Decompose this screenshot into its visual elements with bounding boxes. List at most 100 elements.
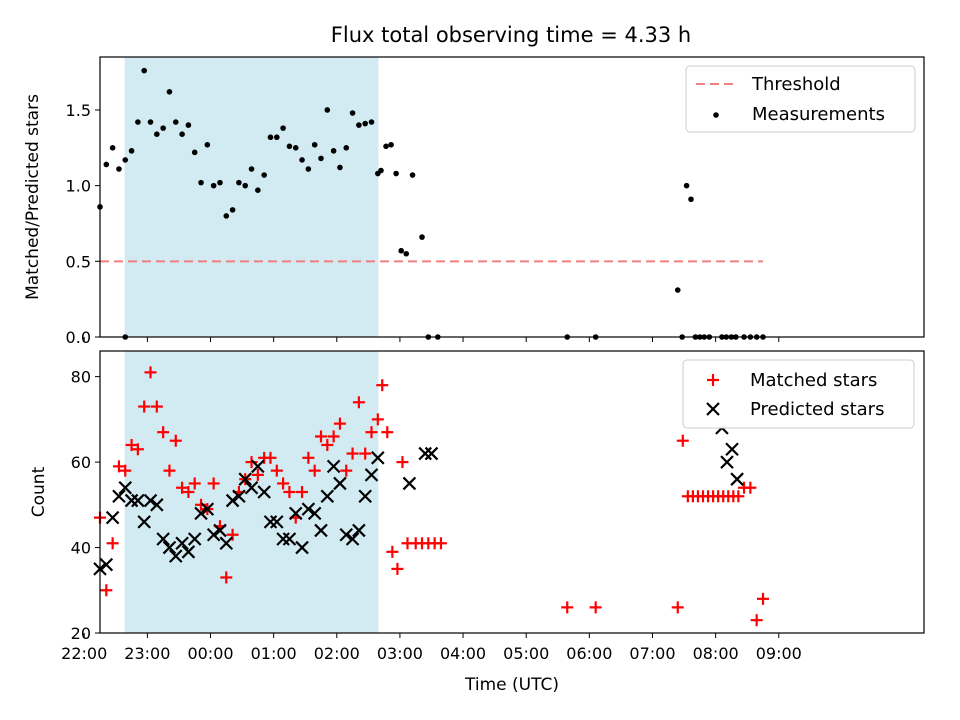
matched-star-marker <box>144 366 157 379</box>
predicted-star-marker <box>339 527 354 542</box>
matched-star-marker <box>744 481 757 494</box>
matched-star-marker <box>302 451 315 464</box>
matched-star-marker <box>264 451 277 464</box>
predicted-star-marker <box>320 489 335 504</box>
legend-predicted-label: Predicted stars <box>750 399 884 420</box>
chart-title: Flux total observing time = 4.33 h <box>331 23 691 47</box>
predicted-star-marker <box>276 532 290 546</box>
predicted-star-marker <box>219 536 234 551</box>
matched-star-marker <box>750 614 763 627</box>
x-tick-label: 08:00 <box>693 644 739 663</box>
x-tick-label: 23:00 <box>124 644 170 663</box>
predicted-star-marker <box>232 489 246 504</box>
measurement-point <box>116 166 122 172</box>
bottom-x-ticks: 22:00 23:00 00:00 01:00 02:00 03:00 04:00 05:00… <box>61 633 802 663</box>
measurement-point <box>299 157 305 163</box>
matched-star-marker <box>376 379 389 392</box>
bottom-axes-frame <box>99 350 925 634</box>
measurement-point <box>409 172 416 178</box>
matched-star-marker <box>283 486 296 498</box>
matched-star-marker <box>296 486 309 498</box>
matched-star-marker <box>112 460 125 473</box>
measurement-point <box>305 166 312 172</box>
measurement-point <box>362 120 368 127</box>
measurement-point <box>198 179 204 186</box>
top-y-axis-label: Matched/Predicted stars <box>23 94 43 300</box>
matched-star-marker <box>195 498 208 511</box>
predicted-star-marker <box>124 493 139 508</box>
matched-star-marker <box>676 434 689 447</box>
x-tick-label: 00:00 <box>187 644 233 663</box>
predicted-star-marker <box>200 502 215 516</box>
bottom-y-axis-label: Count <box>29 466 49 517</box>
matched-star-marker <box>277 477 290 490</box>
predicted-star-marker <box>352 523 366 538</box>
measurement-point <box>267 134 274 141</box>
bottom-legend: Matched stars Predicted stars <box>682 359 915 429</box>
matched-star-marker <box>371 413 384 426</box>
predicted-star-marker <box>238 472 253 486</box>
matched-star-marker <box>396 456 409 469</box>
matched-star-marker <box>359 447 372 460</box>
matched-star-marker <box>182 486 195 498</box>
predicted-star-marker <box>143 493 158 508</box>
x-tick-label: 01:00 <box>251 644 297 663</box>
predicted-star-marker <box>730 472 744 486</box>
predicted-star-marker <box>137 515 151 529</box>
x-tick-label: 02:00 <box>314 644 360 663</box>
predicted-star-marker <box>206 527 221 542</box>
matched-star-marker <box>561 601 574 614</box>
legend-threshold-label: Threshold <box>751 74 841 95</box>
matched-star-marker <box>100 584 113 597</box>
predicted-star-marker <box>194 506 208 521</box>
measurement-point <box>349 110 356 116</box>
x-tick-label: 07:00 <box>629 644 675 663</box>
measurement-point <box>383 143 389 150</box>
legend-matched-swatch <box>707 374 719 386</box>
measurement-point <box>286 143 293 150</box>
measurement-point <box>337 164 343 171</box>
measurement-point <box>311 141 318 148</box>
matched-star-marker <box>163 464 176 477</box>
measurement-point <box>688 196 694 203</box>
x-tick-label: 05:00 <box>503 644 549 663</box>
matched-star-marker <box>106 537 119 550</box>
predicted-star-marker <box>244 480 259 495</box>
top-legend-box <box>685 65 916 133</box>
measurement-point <box>273 134 280 141</box>
matched-star-marker <box>732 490 745 503</box>
predicted-star-marker <box>288 506 303 521</box>
matched-star-marker <box>434 537 447 550</box>
x-tick-label: 03:00 <box>377 644 423 663</box>
measurement-point <box>122 157 129 163</box>
predicted-star-marker <box>418 446 432 461</box>
matched-star-marker <box>270 464 283 477</box>
predicted-star-marker <box>131 493 145 508</box>
top-y-ticks: 0.0 0.5 1.0 1.5 <box>66 101 100 347</box>
matched-star-marker <box>131 443 144 456</box>
measurement-point <box>210 182 217 189</box>
matched-star-marker <box>756 592 769 605</box>
measurement-point <box>343 145 350 151</box>
measurement-point <box>109 145 116 151</box>
measurement-point <box>318 155 324 162</box>
x-axis-label: Time (UTC) <box>464 675 559 695</box>
matched-star-marker <box>352 396 365 409</box>
predicted-star-marker <box>187 532 202 546</box>
measurement-point <box>280 125 286 131</box>
predicted-star-marker <box>156 532 170 546</box>
predicted-star-marker <box>213 523 227 538</box>
x-tick-label: 22:00 <box>61 644 107 663</box>
measurement-point <box>674 287 681 293</box>
matched-star-marker <box>176 481 189 494</box>
predicted-star-marker <box>257 485 271 499</box>
predicted-star-marker <box>364 468 379 482</box>
measurement-point <box>135 119 141 125</box>
measurement-point <box>368 119 375 125</box>
measurement-point <box>356 122 362 128</box>
measurement-point <box>248 166 255 172</box>
measurement-point <box>229 207 236 213</box>
measurement-point <box>191 149 198 156</box>
matched-star-marker <box>589 601 602 614</box>
matched-star-marker <box>321 439 334 451</box>
